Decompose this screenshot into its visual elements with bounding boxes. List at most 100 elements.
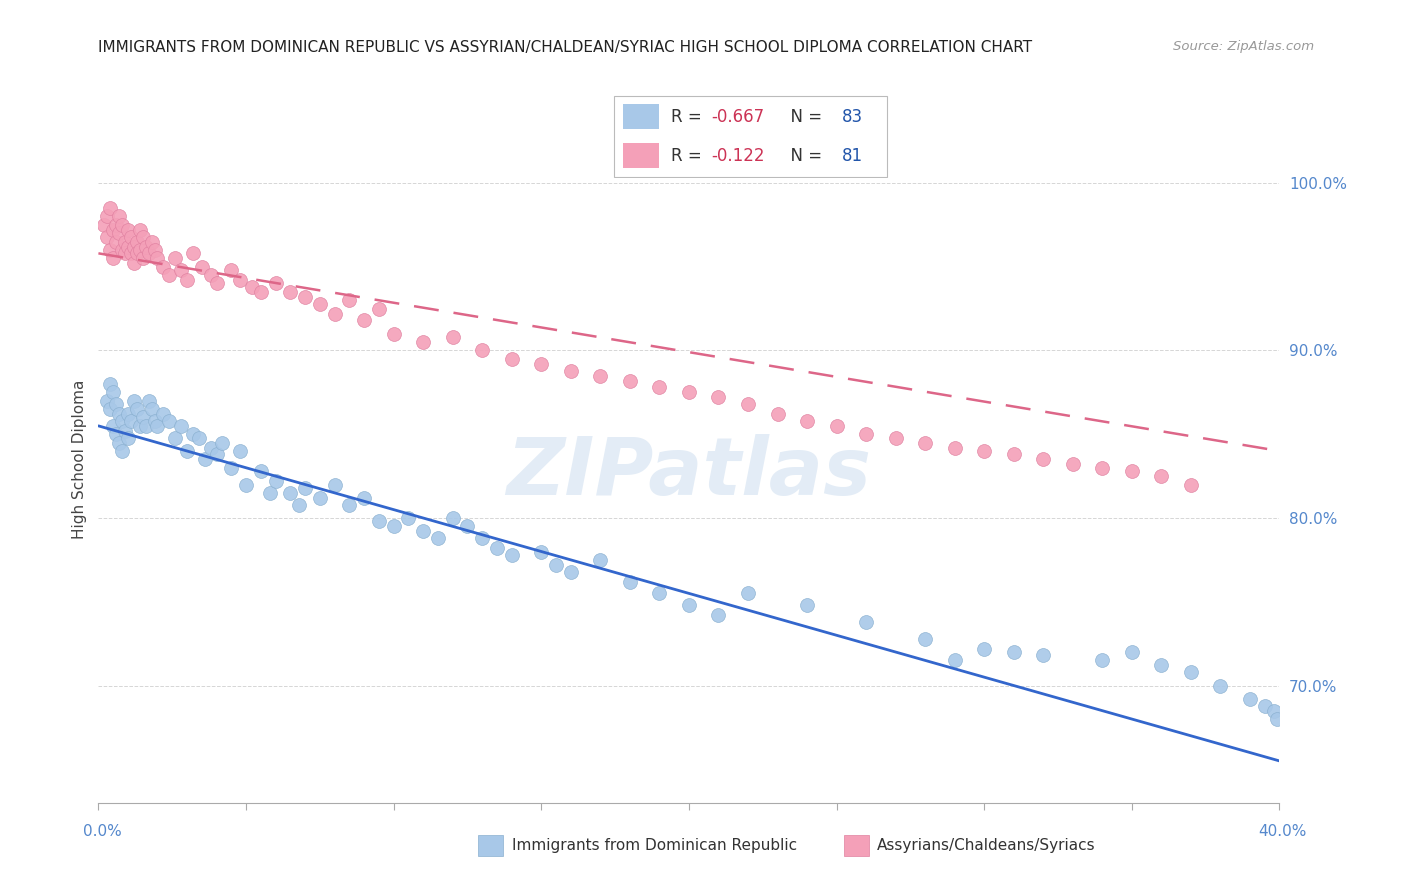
Point: [125, 235, 148, 249]
Point: [103, 418, 125, 433]
Point: [1265, 712, 1288, 726]
Point: [530, 357, 553, 371]
Point: [1091, 653, 1114, 667]
Point: [288, 498, 311, 512]
Point: [412, 335, 434, 350]
Point: [471, 343, 494, 358]
Point: [132, 229, 155, 244]
Point: [309, 491, 332, 505]
Point: [165, 431, 187, 445]
Point: [138, 393, 160, 408]
Point: [456, 519, 478, 533]
Text: Source: ZipAtlas.com: Source: ZipAtlas.com: [1174, 40, 1315, 54]
Point: [382, 326, 405, 341]
Point: [120, 229, 142, 244]
FancyBboxPatch shape: [623, 103, 659, 129]
Point: [122, 239, 145, 253]
Point: [501, 548, 523, 562]
Point: [278, 486, 302, 500]
Point: [181, 427, 204, 442]
Point: [128, 243, 150, 257]
Point: [678, 385, 700, 400]
Point: [122, 393, 145, 408]
Point: [707, 608, 730, 623]
Point: [229, 444, 252, 458]
Point: [560, 565, 582, 579]
Point: [264, 474, 287, 488]
Point: [103, 385, 125, 400]
Point: [796, 414, 818, 428]
Point: [1091, 460, 1114, 475]
Point: [125, 402, 148, 417]
Point: [323, 477, 346, 491]
Text: -0.122: -0.122: [711, 146, 765, 164]
Point: [766, 407, 789, 421]
Point: [105, 397, 128, 411]
Point: [530, 544, 553, 558]
Point: [382, 519, 405, 533]
Point: [825, 418, 848, 433]
Point: [471, 531, 494, 545]
Point: [117, 223, 139, 237]
Point: [1062, 458, 1084, 472]
Text: -0.667: -0.667: [711, 108, 765, 126]
Text: R =: R =: [671, 146, 707, 164]
Point: [235, 477, 257, 491]
Text: Assyrians/Chaldeans/Syriacs: Assyrians/Chaldeans/Syriacs: [877, 838, 1095, 853]
Text: IMMIGRANTS FROM DOMINICAN REPUBLIC VS ASSYRIAN/CHALDEAN/SYRIAC HIGH SCHOOL DIPLO: IMMIGRANTS FROM DOMINICAN REPUBLIC VS AS…: [98, 40, 1032, 55]
Point: [141, 235, 163, 249]
Point: [737, 586, 759, 600]
Point: [96, 393, 118, 408]
Point: [1032, 648, 1054, 663]
Point: [93, 218, 115, 232]
Point: [1121, 464, 1143, 478]
Point: [589, 368, 612, 383]
Point: [181, 246, 204, 260]
Point: [120, 414, 142, 428]
Point: [486, 541, 509, 556]
Point: [114, 235, 136, 249]
Point: [143, 243, 166, 257]
Y-axis label: High School Diploma: High School Diploma: [72, 380, 87, 539]
Point: [105, 427, 128, 442]
Point: [619, 574, 641, 589]
Point: [337, 498, 360, 512]
Point: [427, 531, 450, 545]
Point: [108, 226, 131, 240]
Point: [108, 435, 131, 450]
Text: N =: N =: [780, 108, 828, 126]
Point: [368, 301, 391, 316]
Point: [120, 246, 142, 260]
Point: [114, 246, 136, 260]
Point: [1254, 698, 1277, 713]
Point: [170, 263, 193, 277]
Text: 81: 81: [842, 146, 863, 164]
Point: [128, 418, 150, 433]
Point: [141, 402, 163, 417]
Point: [111, 444, 134, 458]
Point: [278, 285, 302, 299]
Point: [152, 260, 174, 274]
Point: [157, 414, 180, 428]
Point: [98, 376, 121, 391]
Point: [205, 447, 228, 461]
Point: [98, 243, 121, 257]
Point: [1002, 447, 1025, 461]
Point: [501, 351, 523, 366]
Point: [105, 218, 128, 232]
Point: [132, 410, 155, 425]
Point: [544, 558, 567, 572]
Point: [96, 229, 118, 244]
Point: [138, 246, 160, 260]
FancyBboxPatch shape: [614, 96, 887, 177]
Point: [108, 407, 131, 421]
Point: [152, 407, 174, 421]
Point: [128, 223, 150, 237]
Point: [294, 481, 316, 495]
Point: [205, 277, 228, 291]
Point: [219, 460, 242, 475]
Text: 40.0%: 40.0%: [1258, 824, 1306, 838]
Point: [914, 435, 936, 450]
Point: [165, 252, 187, 266]
Point: [200, 441, 222, 455]
